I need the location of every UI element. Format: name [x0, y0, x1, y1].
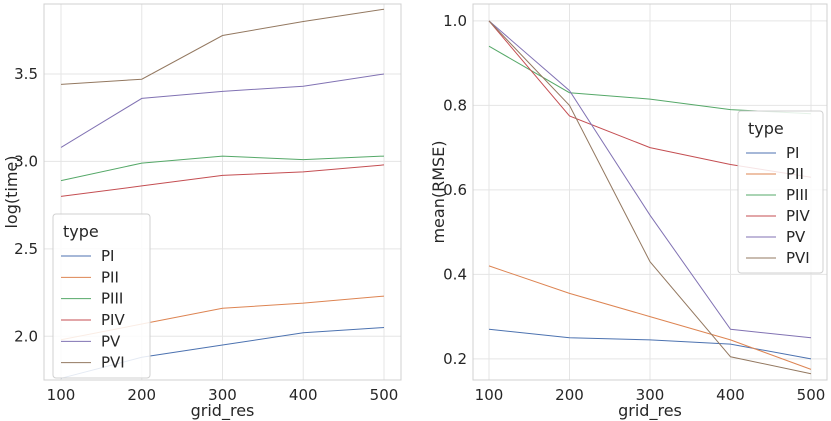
y-tick-label: 2.5 [14, 240, 38, 258]
plot-frame [472, 3, 828, 381]
x-tick-label: 200 [127, 386, 156, 404]
x-tick-label: 400 [716, 386, 745, 404]
series-line-pv [60, 73, 385, 148]
y-tick-label: 0.8 [443, 96, 467, 114]
legend-label-pi: PI [101, 247, 114, 265]
y-tick-label: 3.0 [14, 152, 38, 170]
x-tick-label: 100 [475, 386, 504, 404]
legend-label-pv: PV [101, 332, 121, 350]
y-axis-label: mean(RMSE) [429, 140, 448, 243]
legend-label-pvi: PVI [786, 249, 810, 267]
x-axis-label: grid_res [618, 401, 682, 421]
legend-label-pvi: PVI [101, 354, 125, 372]
legend-label-piv: PIV [101, 311, 125, 329]
y-tick-label: 3.5 [14, 65, 38, 83]
series-line-piv [60, 164, 385, 197]
series-line-piii [60, 155, 385, 182]
plot-frame [43, 3, 402, 381]
legend-label-pii: PII [786, 165, 804, 183]
series-line-pi [488, 328, 812, 360]
x-tick-label: 200 [555, 386, 584, 404]
x-axis-label: grid_res [191, 401, 255, 421]
x-tick-label: 300 [208, 386, 237, 404]
series-line-pv [488, 20, 812, 339]
legend-title: type [63, 222, 99, 241]
x-tick-label: 500 [797, 386, 826, 404]
legend-label-piii: PIII [101, 290, 123, 308]
legend-label-piii: PIII [786, 186, 808, 204]
y-tick-label: 0.4 [443, 265, 467, 283]
y-axis-label: log(time) [2, 155, 21, 228]
x-tick-label: 300 [636, 386, 665, 404]
y-tick-label: 1.0 [443, 12, 467, 30]
chart-mean-rmse: 100 200 300 400 500 0.2 0.4 0.6 0.8 1.0 grid_res me… [429, 3, 828, 421]
x-tick-label: 500 [370, 386, 399, 404]
x-tick-label: 100 [47, 386, 76, 404]
legend-label-pv: PV [786, 228, 806, 246]
series-line-pvi [60, 8, 385, 85]
y-tick-label: 2.0 [14, 327, 38, 345]
y-tick-label: 0.6 [443, 181, 467, 199]
y-tick-label: 0.2 [443, 350, 467, 368]
series-line-pii [488, 265, 812, 370]
x-tick-label: 400 [289, 386, 318, 404]
series-line-pvi [488, 20, 812, 375]
chart-log-time: 100 200 300 400 500 2.0 2.5 3.0 3.5 grid_res log(t… [2, 3, 402, 421]
legend-label-pii: PII [101, 268, 119, 286]
legend-title: type [748, 119, 784, 138]
legend-label-piv: PIV [786, 207, 810, 225]
legend-label-pi: PI [786, 144, 799, 162]
legend-box [52, 213, 151, 379]
legend-box [737, 110, 824, 274]
